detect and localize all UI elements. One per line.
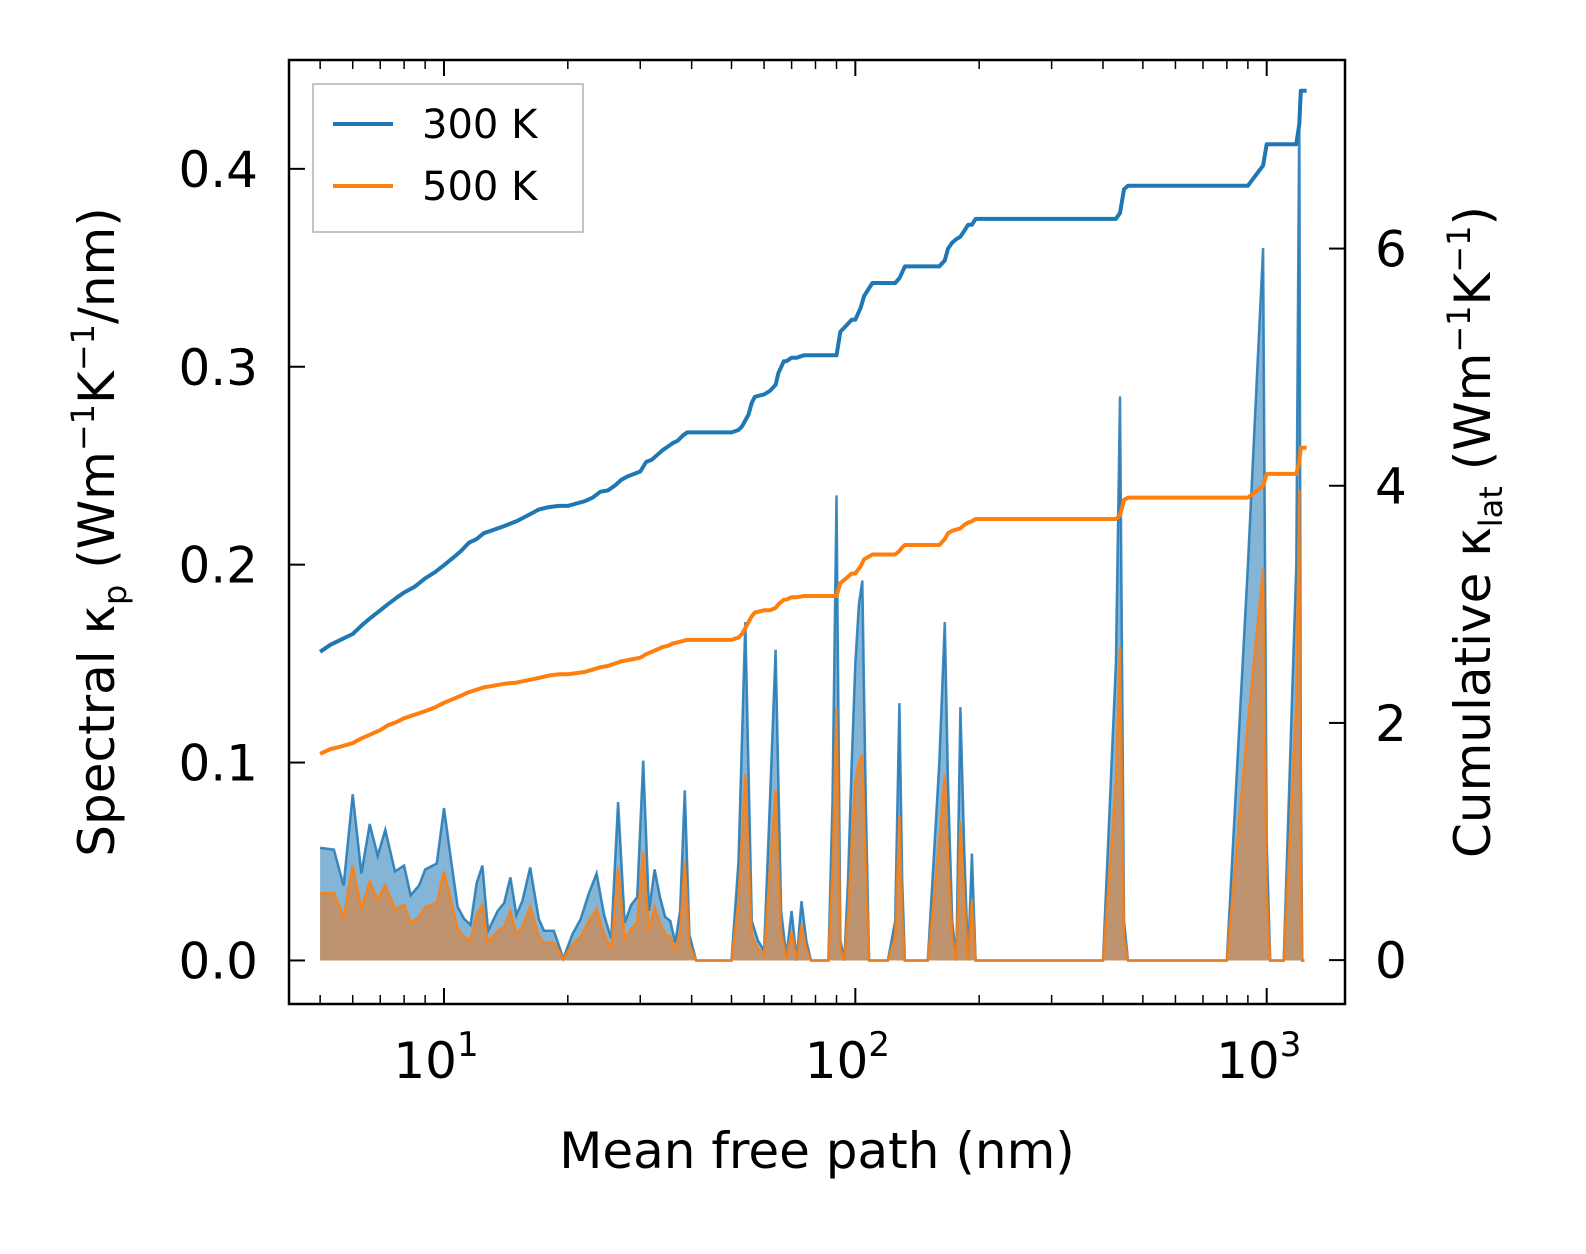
y-axis-label-right: Cumulative κlat (Wm−1K−1)	[1440, 206, 1510, 858]
legend: 300 K 500 K	[312, 83, 584, 233]
y-left-tick-label: 0.3	[178, 339, 258, 397]
series-layer	[318, 88, 1307, 963]
x-axis-label: Mean free path (nm)	[559, 1122, 1075, 1180]
y-axis-label-left: Spectral κp (Wm−1K−1/nm)	[64, 207, 134, 857]
cumulative-line-1	[319, 445, 1307, 756]
plot-frame	[287, 58, 1347, 1006]
y-right-tick-label: 0	[1375, 932, 1407, 990]
y-right-tick-label: 6	[1375, 221, 1407, 279]
legend-box	[312, 83, 584, 233]
y-right-tick-label: 2	[1375, 695, 1407, 753]
y-right-tick-label: 4	[1375, 458, 1407, 516]
y-left-tick-label: 0.0	[178, 932, 258, 990]
x-tick-label: 101	[393, 1025, 478, 1090]
ticks-layer: 101 102 103 0.0 0.1 0.2 0.3 0.4 0 2 4 6	[178, 60, 1407, 1090]
cumulative-line-0	[318, 88, 1307, 654]
legend-label-500k: 500 K	[422, 164, 539, 210]
y-left-tick-label: 0.2	[178, 537, 258, 595]
spectral-line-1	[320, 489, 1305, 962]
y-left-tick-label: 0.1	[178, 735, 258, 793]
x-tick-label: 103	[1216, 1025, 1301, 1090]
x-tick-label: 102	[805, 1025, 890, 1090]
y-left-tick-label: 0.4	[178, 141, 258, 199]
legend-label-300k: 300 K	[422, 102, 539, 148]
